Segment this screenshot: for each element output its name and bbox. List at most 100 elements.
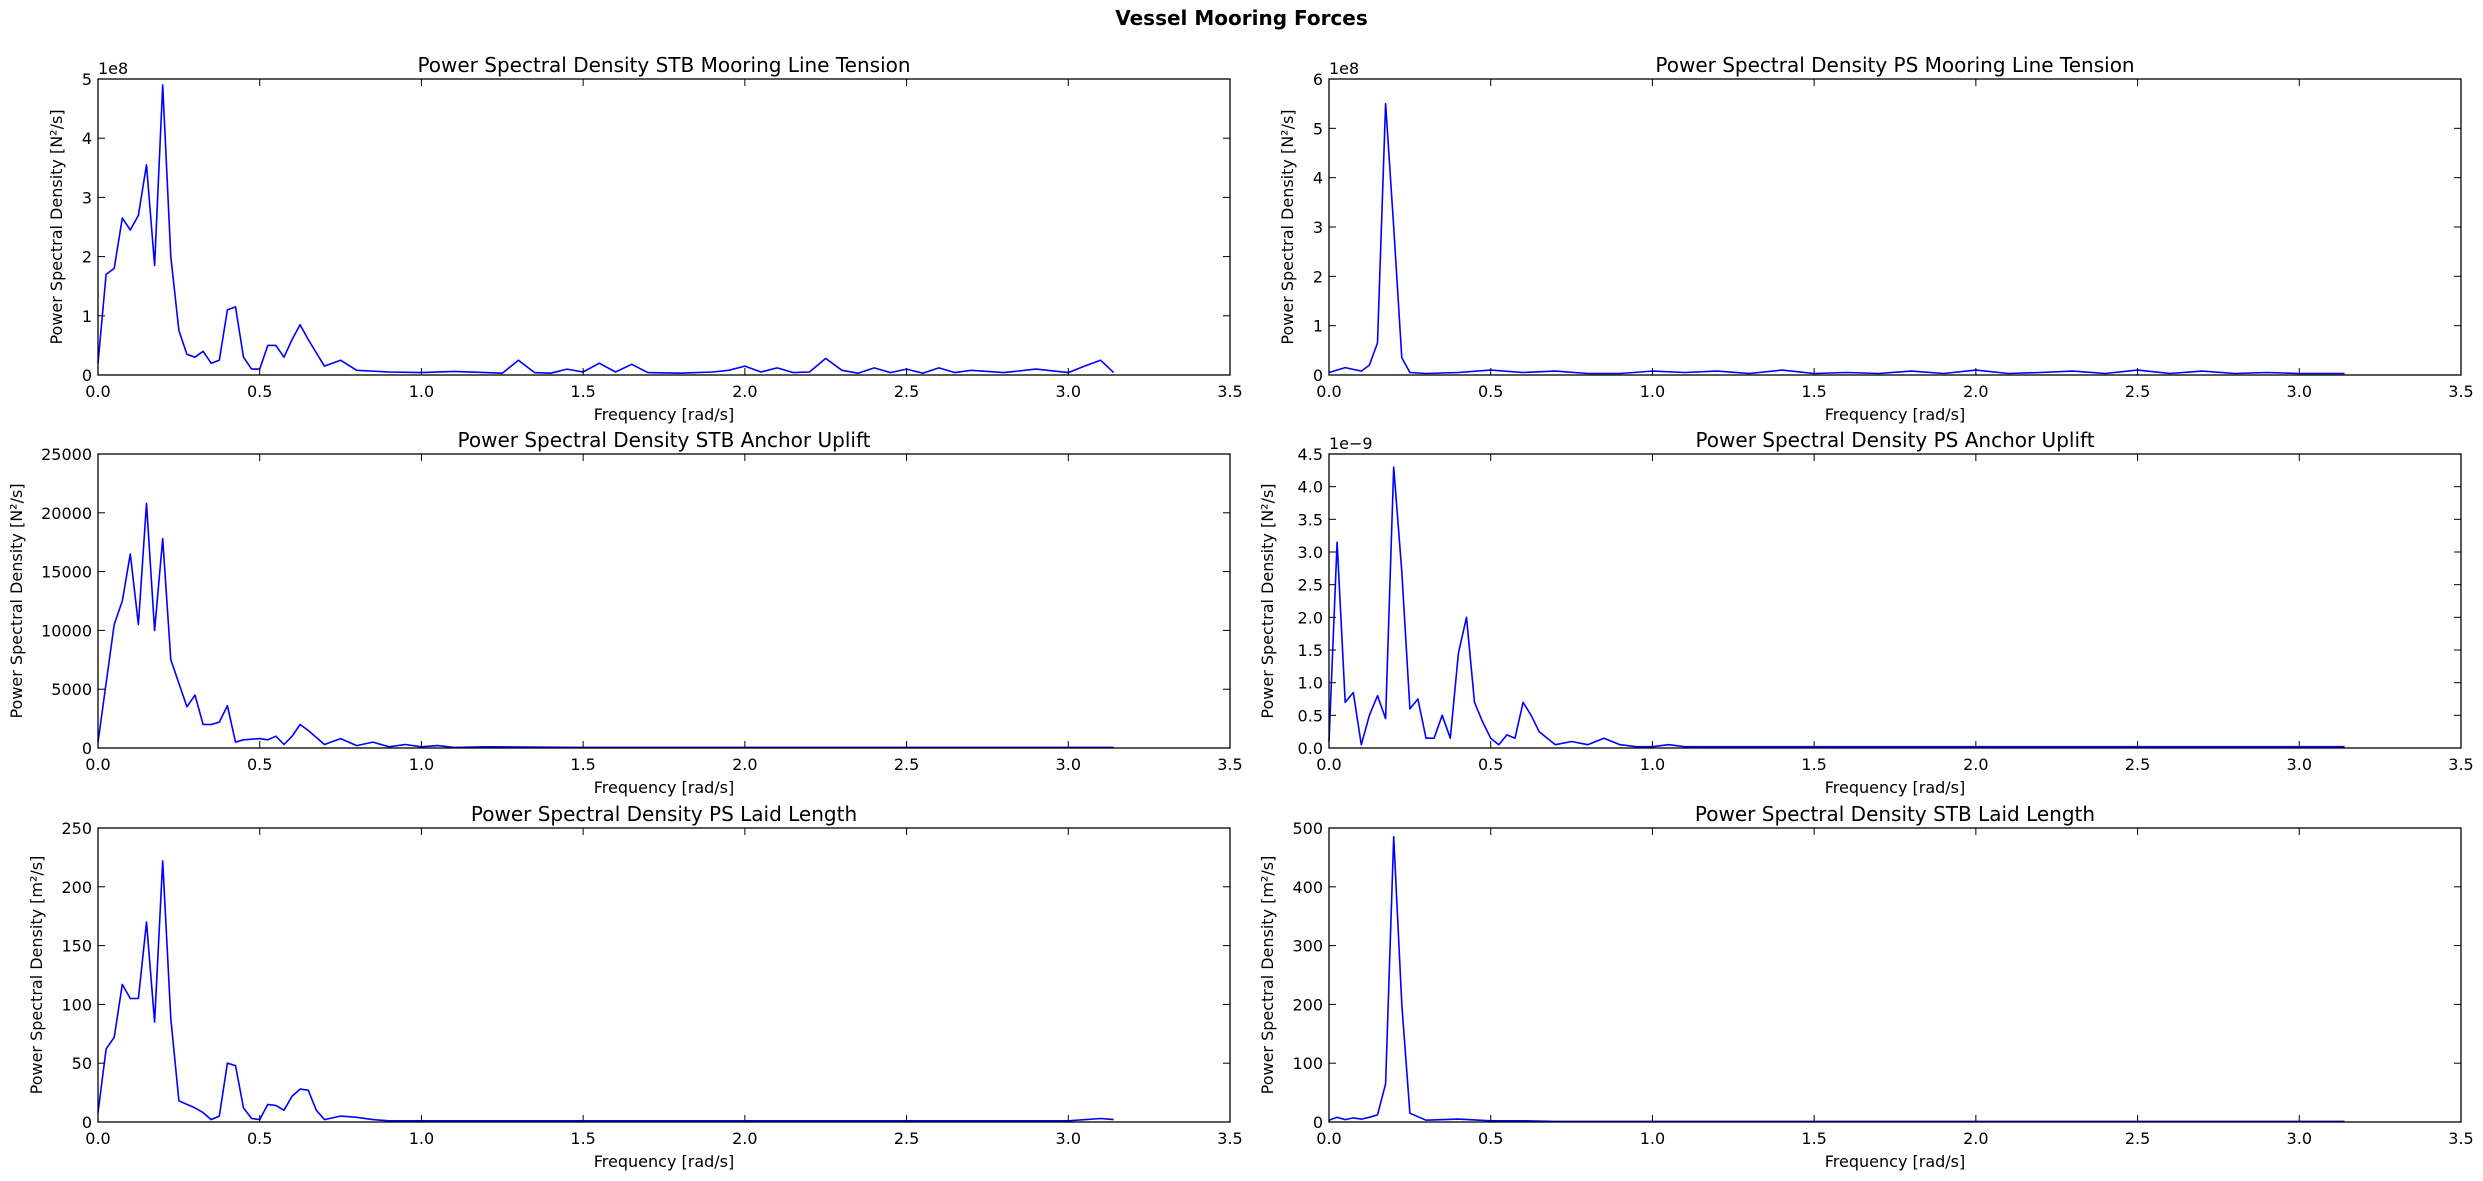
y-tick-label: 100 xyxy=(1292,1054,1323,1073)
x-tick-label: 0.5 xyxy=(1478,755,1503,774)
x-tick-label: 1.5 xyxy=(570,382,595,401)
x-tick-label: 1.5 xyxy=(1801,1129,1826,1148)
y-tick-label: 0 xyxy=(1313,1113,1323,1132)
plot-frame xyxy=(1328,827,2462,1123)
x-tick-label: 1.0 xyxy=(409,755,434,774)
x-tick-label: 0.5 xyxy=(1478,382,1503,401)
y-tick-label: 400 xyxy=(1292,878,1323,897)
series-line xyxy=(97,860,1114,1122)
x-tick-label: 2.0 xyxy=(732,755,757,774)
y-axis-label: Power Spectral Density [N²/s] xyxy=(1278,109,1297,344)
y-tick-label: 4.5 xyxy=(1298,445,1323,464)
x-axis-label: Frequency [rad/s] xyxy=(1825,1152,1966,1171)
x-tick-label: 2.5 xyxy=(894,382,919,401)
y-tick-label: 200 xyxy=(1292,995,1323,1014)
x-tick-label: 3.5 xyxy=(2448,1129,2473,1148)
y-tick-label: 150 xyxy=(61,937,92,956)
x-axis-label: Frequency [rad/s] xyxy=(594,778,735,797)
plot-frame xyxy=(1328,78,2462,376)
x-tick-label: 1.0 xyxy=(409,382,434,401)
chart-title: Power Spectral Density PS Mooring Line T… xyxy=(1655,53,2134,77)
chart-title: Power Spectral Density STB Anchor Uplift xyxy=(458,428,871,452)
x-tick-label: 2.0 xyxy=(1963,755,1988,774)
y-tick-label: 200 xyxy=(61,878,92,897)
y-tick-label: 0 xyxy=(82,1113,92,1132)
y-axis-label: Power Spectral Density [m²/s] xyxy=(27,856,46,1095)
plot-frame xyxy=(97,78,1231,376)
y-tick-label: 1.0 xyxy=(1298,674,1323,693)
chart-panel: 0.0 0.5 1.0 1.5 2.0 2.5 3.0 3.5 0 50 100 150 200 250 P… xyxy=(27,802,1243,1171)
x-tick-label: 0.0 xyxy=(1316,755,1341,774)
y-tick-label: 3 xyxy=(1313,218,1323,237)
x-tick-label: 0.0 xyxy=(1316,1129,1341,1148)
x-tick-label: 0.0 xyxy=(1316,382,1341,401)
x-tick-label: 3.0 xyxy=(1056,382,1081,401)
plot-frame xyxy=(97,453,1231,749)
x-tick-label: 1.5 xyxy=(1801,382,1826,401)
y-axis-label: Power Spectral Density [N²/s] xyxy=(47,109,66,344)
y-tick-label: 2 xyxy=(82,248,92,267)
y-tick-label: 2.0 xyxy=(1298,608,1323,627)
x-tick-label: 0.0 xyxy=(85,755,110,774)
y-tick-label: 2 xyxy=(1313,267,1323,286)
figure-title: Vessel Mooring Forces xyxy=(1115,6,1368,30)
x-tick-label: 2.0 xyxy=(732,382,757,401)
y-tick-label: 10000 xyxy=(41,621,92,640)
y-offset-label: 1e8 xyxy=(98,59,128,78)
series-line xyxy=(1328,466,2345,748)
y-tick-label: 3.0 xyxy=(1298,543,1323,562)
chart-title: Power Spectral Density STB Mooring Line … xyxy=(417,53,910,77)
chart-panel: 0.0 0.5 1.0 1.5 2.0 2.5 3.0 3.5 0 1 2 3 4 5 6 1e8 Power … xyxy=(1278,53,2474,424)
x-tick-label: 2.5 xyxy=(2125,755,2150,774)
y-tick-label: 0 xyxy=(82,366,92,385)
y-tick-label: 15000 xyxy=(41,563,92,582)
x-tick-label: 3.5 xyxy=(2448,382,2473,401)
chart-title: Power Spectral Density PS Anchor Uplift xyxy=(1695,428,2094,452)
plot-frame xyxy=(97,827,1231,1123)
x-tick-label: 1.0 xyxy=(409,1129,434,1148)
x-tick-label: 1.5 xyxy=(570,755,595,774)
y-tick-label: 1.5 xyxy=(1298,641,1323,660)
x-axis-label: Frequency [rad/s] xyxy=(594,405,735,424)
y-tick-label: 3 xyxy=(82,188,92,207)
x-tick-label: 2.5 xyxy=(894,755,919,774)
y-tick-label: 5 xyxy=(1313,119,1323,138)
x-tick-label: 1.0 xyxy=(1640,1129,1665,1148)
x-tick-label: 0.0 xyxy=(85,382,110,401)
x-tick-label: 2.0 xyxy=(1963,382,1988,401)
y-tick-label: 4 xyxy=(1313,169,1323,188)
series-line xyxy=(1328,836,2345,1123)
x-tick-label: 0.5 xyxy=(247,755,272,774)
series-line xyxy=(97,502,1114,749)
y-tick-label: 5000 xyxy=(51,680,92,699)
y-axis-label: Power Spectral Density [N²/s] xyxy=(7,483,26,718)
y-tick-label: 250 xyxy=(61,819,92,838)
y-tick-label: 20000 xyxy=(41,504,92,523)
plot-frame xyxy=(1328,453,2462,749)
x-tick-label: 3.0 xyxy=(2287,1129,2312,1148)
x-tick-label: 1.5 xyxy=(570,1129,595,1148)
y-tick-label: 4 xyxy=(82,129,92,148)
x-tick-label: 3.5 xyxy=(1217,755,1242,774)
x-tick-label: 3.0 xyxy=(2287,755,2312,774)
chart-panel: 0.0 0.5 1.0 1.5 2.0 2.5 3.0 3.5 0 100 200 300 400 500… xyxy=(1258,802,2474,1171)
x-tick-label: 2.5 xyxy=(894,1129,919,1148)
x-tick-label: 2.5 xyxy=(2125,1129,2150,1148)
x-axis-label: Frequency [rad/s] xyxy=(594,1152,735,1171)
x-tick-label: 0.5 xyxy=(1478,1129,1503,1148)
y-tick-label: 0 xyxy=(1313,366,1323,385)
y-tick-label: 2.5 xyxy=(1298,576,1323,595)
x-tick-label: 3.0 xyxy=(1056,755,1081,774)
x-tick-label: 0.5 xyxy=(247,1129,272,1148)
series-line xyxy=(1328,102,2345,375)
y-tick-label: 0.5 xyxy=(1298,706,1323,725)
x-axis-label: Frequency [rad/s] xyxy=(1825,778,1966,797)
y-axis-label: Power Spectral Density [m²/s] xyxy=(1258,856,1277,1095)
y-axis-label: Power Spectral Density [N²/s] xyxy=(1258,483,1277,718)
y-tick-label: 4.0 xyxy=(1298,478,1323,497)
y-tick-label: 300 xyxy=(1292,937,1323,956)
x-tick-label: 0.5 xyxy=(247,382,272,401)
x-axis-label: Frequency [rad/s] xyxy=(1825,405,1966,424)
chart-title: Power Spectral Density STB Laid Length xyxy=(1695,802,2095,826)
